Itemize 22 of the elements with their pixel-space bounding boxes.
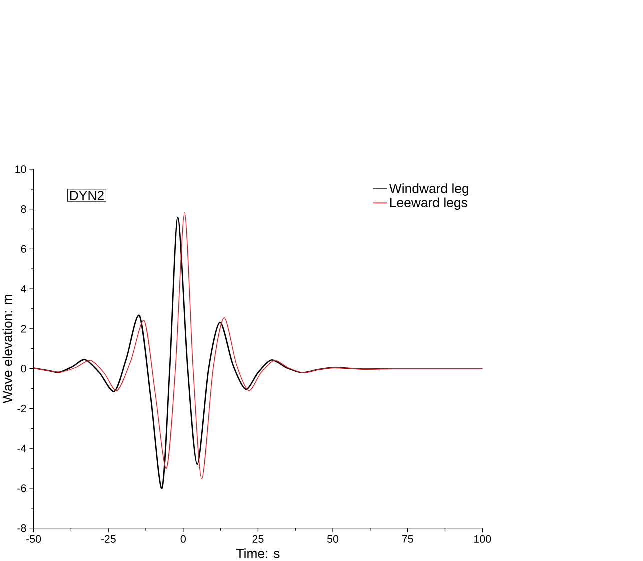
- x-tick-label: -25: [101, 535, 116, 543]
- x-tick-label: 75: [402, 535, 414, 543]
- x-tick-label: 100: [474, 535, 492, 543]
- y-tick-label: 2: [21, 325, 26, 333]
- x-tick-label: 25: [252, 535, 264, 543]
- y-tick-label: 6: [21, 245, 26, 253]
- y-axis-title: Wave elevation: m: [2, 295, 12, 404]
- x-axis-title: Time: s: [236, 548, 280, 558]
- y-tick-label: 10: [16, 166, 26, 174]
- legend-label: Windward leg: [389, 184, 469, 196]
- x-tick-label: -50: [26, 535, 42, 543]
- y-tick-label: -6: [18, 484, 26, 492]
- y-tick-label: -2: [18, 404, 26, 412]
- y-tick-label: 8: [21, 205, 26, 214]
- y-tick-label: 4: [21, 285, 26, 293]
- annotation: DYN2: [70, 191, 104, 200]
- y-tick-label: -4: [18, 444, 26, 452]
- y-tick-label: 0: [21, 364, 26, 373]
- x-tick-label: 0: [180, 535, 186, 543]
- legend-label: Leeward legs: [390, 198, 468, 210]
- x-tick-label: 50: [327, 535, 339, 543]
- y-tick-label: -8: [18, 524, 26, 532]
